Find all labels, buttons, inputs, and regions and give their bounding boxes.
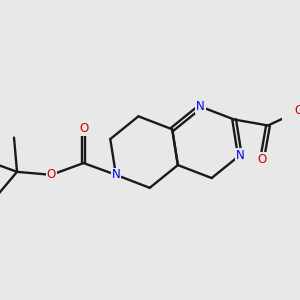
Text: N: N — [196, 100, 205, 113]
Text: N: N — [236, 149, 244, 162]
Text: O: O — [47, 168, 56, 181]
Text: O: O — [295, 103, 300, 116]
Text: O: O — [257, 153, 267, 166]
Text: O: O — [79, 122, 88, 135]
Text: N: N — [112, 168, 120, 181]
